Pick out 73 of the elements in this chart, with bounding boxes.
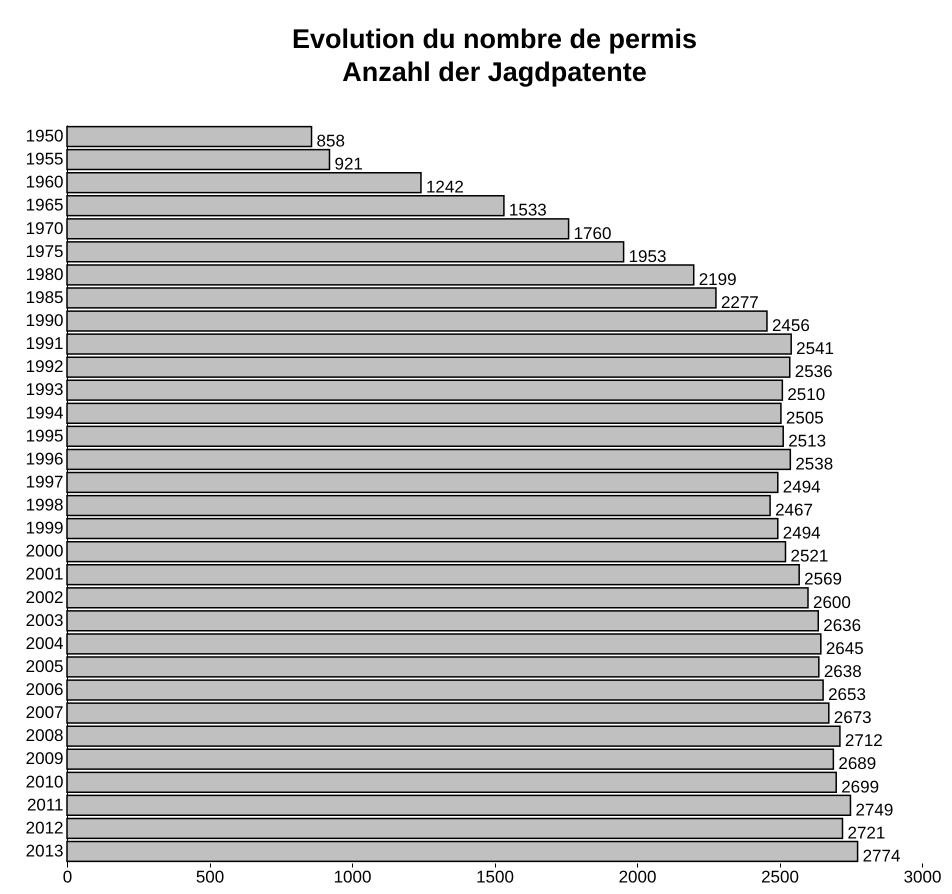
y-tick-label: 1950 [26,126,64,146]
y-tick-label: 2008 [26,726,64,746]
data-label: 2699 [841,777,880,796]
y-tick-label: 2013 [26,841,64,860]
y-tick-label: 1998 [26,496,64,515]
data-label: 1953 [628,246,666,266]
y-tick-label: 1991 [26,334,64,354]
data-label: 2510 [787,385,826,404]
data-label: 2689 [838,754,876,774]
y-tick-label: 2006 [26,680,64,700]
y-tick-label: 1975 [26,242,64,261]
y-tick-label: 1997 [26,472,64,492]
y-tick-label: 1960 [26,172,64,192]
y-tick-label: 2001 [26,564,64,584]
data-label: 2521 [790,546,828,566]
data-label: 2513 [788,431,826,450]
y-tick-label: 2010 [26,772,64,792]
data-label: 2541 [796,339,834,358]
y-tick-label: 1965 [26,196,64,215]
data-label: 2494 [782,524,821,543]
x-tick-label: 2500 [761,868,799,886]
y-tick-label: 2005 [26,656,64,676]
data-label: 858 [316,132,345,151]
chart-subtitle: Anzahl der Jagdpatente [342,57,647,87]
x-tick-label: 500 [196,868,224,886]
data-label: 2636 [823,616,862,635]
y-tick-label: 1955 [26,150,64,169]
x-tick-label: 2000 [618,868,656,886]
data-label: 2467 [775,500,813,520]
data-label: 2749 [855,800,894,820]
y-tick-label: 1995 [26,426,64,446]
data-label: 2199 [698,270,737,289]
data-label: 1533 [508,200,547,220]
y-tick-label: 1970 [26,218,64,238]
y-tick-label: 2004 [26,634,64,653]
data-label: 1242 [426,178,464,197]
y-tick-label: 2012 [26,818,64,838]
data-label: 2645 [826,638,864,658]
y-tick-label: 2009 [26,749,64,768]
y-tick-label: 2011 [26,795,64,814]
y-tick-label: 1990 [26,311,64,330]
chart-title: Evolution du nombre de permis [292,24,698,54]
y-tick-label: 2002 [26,588,64,607]
data-label: 2774 [862,846,900,866]
x-tick-label: 3000 [904,868,942,886]
y-tick-label: 2000 [26,542,64,561]
y-tick-label: 1996 [26,449,64,468]
data-label: 2638 [824,662,862,681]
y-tick-label: 2003 [26,610,64,630]
y-tick-label: 1992 [26,357,64,376]
data-label: 2673 [834,708,872,728]
data-label: 2600 [813,592,851,612]
data-label: 2721 [847,823,886,842]
x-tick-label: 0 [62,868,72,886]
data-label: 2536 [794,362,833,382]
data-label: 2456 [772,316,810,336]
y-tick-label: 2007 [26,703,64,722]
data-label: 2494 [782,477,821,496]
data-label: 2653 [828,685,866,704]
x-tick-label: 1000 [334,868,372,886]
y-tick-label: 1993 [26,380,64,400]
data-label: 2505 [786,408,824,428]
y-tick-label: 1994 [26,403,64,422]
y-tick-label: 1985 [26,288,64,307]
data-label: 2277 [720,292,759,312]
y-tick-label: 1980 [26,264,64,284]
data-label: 1760 [574,224,612,243]
x-tick-label: 1500 [476,868,514,886]
data-label: 2712 [844,731,883,750]
data-label: 2538 [795,454,834,474]
y-tick-label: 1999 [26,518,64,538]
data-label: 2569 [804,570,842,589]
data-label: 921 [334,154,363,174]
